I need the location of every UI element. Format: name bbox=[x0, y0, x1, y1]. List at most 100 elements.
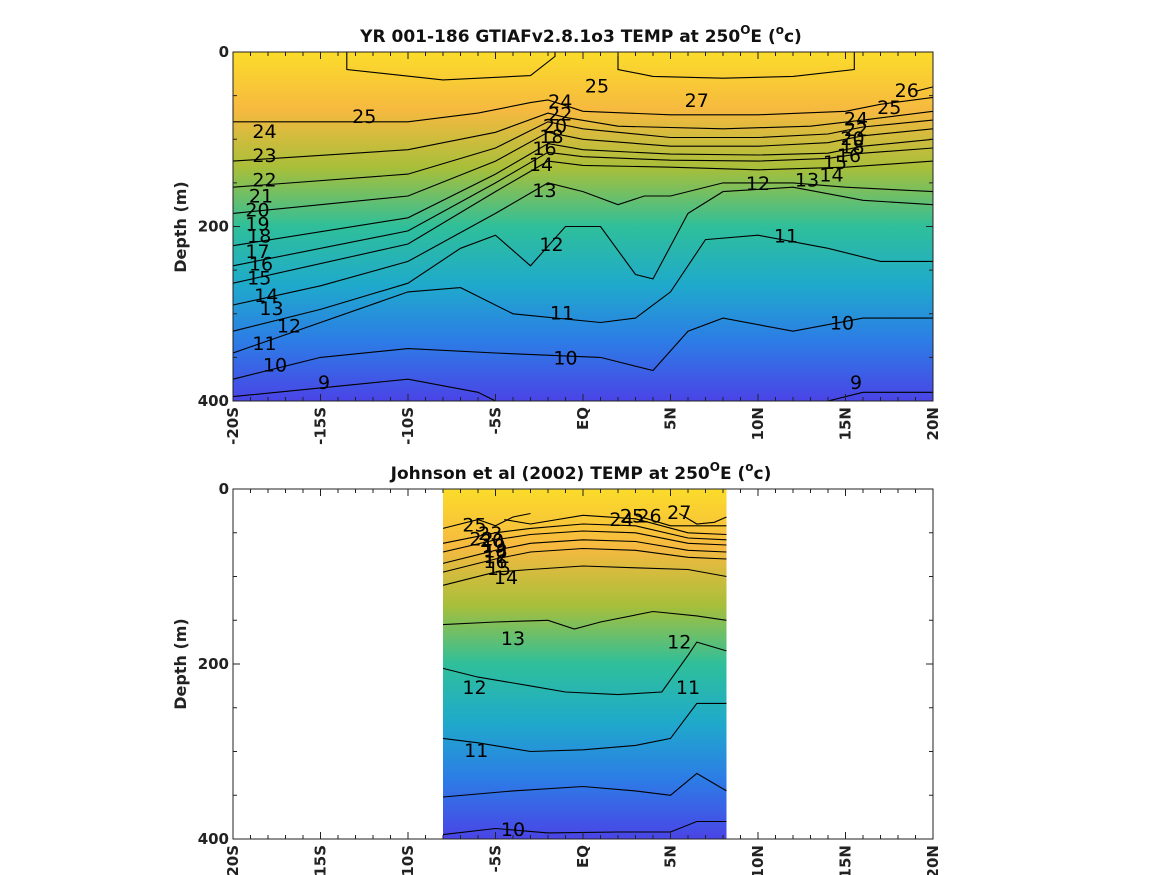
contour-label: 16 bbox=[249, 253, 273, 275]
contour-line-15 bbox=[442, 547, 727, 573]
contour-label: 26 bbox=[895, 80, 919, 102]
contour-line-26 bbox=[915, 86, 934, 92]
x-tick-label: 15N bbox=[837, 845, 855, 875]
contour-label: 25 bbox=[462, 514, 486, 536]
contour-label: 17 bbox=[245, 241, 269, 263]
contour-label: 10 bbox=[830, 313, 854, 335]
contour-line-9.5 bbox=[442, 820, 727, 836]
contour-line-22 bbox=[232, 110, 934, 162]
contour-label: 25 bbox=[352, 106, 376, 128]
y-tick-label: 200 bbox=[198, 218, 229, 236]
contour-line-18 bbox=[232, 128, 934, 214]
contour-label: 12 bbox=[462, 677, 486, 699]
contour-label: 15 bbox=[823, 152, 847, 174]
x-tick-label: 20N bbox=[924, 407, 942, 440]
x-tick-label: -20S bbox=[224, 407, 242, 445]
bottom-panel-title: Johnson et al (2002) TEMP at 250OE (oc) bbox=[390, 460, 772, 484]
x-tick-label: 20N bbox=[924, 845, 942, 875]
top-panel-title: YR 001-186 GTIAFv2.8.1o3 TEMP at 250OE (… bbox=[359, 23, 802, 47]
y-tick-label: 0 bbox=[219, 43, 229, 61]
x-tick-label: EQ bbox=[574, 407, 592, 430]
contour-label: 13 bbox=[259, 298, 283, 320]
contour-label: 11 bbox=[774, 225, 798, 247]
contour-label: 12 bbox=[277, 315, 301, 337]
bottom-panel-ylabel: Depth (m) bbox=[171, 618, 190, 710]
contour-line-26 bbox=[635, 514, 727, 527]
y-tick-label: 400 bbox=[198, 392, 229, 410]
contour-label: 11 bbox=[464, 740, 488, 762]
x-tick-label: EQ bbox=[574, 845, 592, 868]
contour-label: 24 bbox=[609, 509, 633, 531]
contour-label: 23 bbox=[478, 523, 502, 545]
contour-label: 24 bbox=[252, 121, 276, 143]
contour-line-9 bbox=[232, 378, 496, 402]
contour-line-27 bbox=[679, 513, 727, 525]
contour-label: 20 bbox=[840, 128, 864, 150]
contour-label: 16 bbox=[837, 145, 861, 167]
x-tick-label: -5S bbox=[487, 407, 505, 434]
contour-label: 10 bbox=[263, 355, 287, 377]
x-tick-label: -15S bbox=[312, 407, 330, 445]
contour-line-18 bbox=[442, 530, 727, 553]
x-tick-label: 10N bbox=[749, 845, 767, 875]
contour-line-20 bbox=[232, 119, 934, 188]
x-tick-label: -10S bbox=[399, 407, 417, 445]
contour-label: 22 bbox=[252, 170, 276, 192]
contour-line-22 bbox=[504, 514, 727, 536]
y-tick-label: 400 bbox=[198, 830, 229, 848]
x-tick-label: -15S bbox=[312, 845, 330, 875]
contour-label: 17 bbox=[483, 546, 507, 568]
contour-label: 19 bbox=[245, 213, 269, 235]
contour-line-13 bbox=[442, 610, 727, 630]
contour-label: 25 bbox=[877, 97, 901, 119]
contour-label: 25 bbox=[585, 75, 609, 97]
contour-label: 20 bbox=[245, 199, 269, 221]
contour-label: 27 bbox=[667, 502, 691, 524]
contour-label: 18 bbox=[483, 541, 507, 563]
x-tick-label: 15N bbox=[837, 407, 855, 440]
contour-label: 19 bbox=[482, 535, 506, 557]
contour-label: 27 bbox=[685, 90, 709, 112]
contour-label: 25 bbox=[620, 506, 644, 528]
contour-label: 22 bbox=[469, 528, 493, 550]
contour-label: 22 bbox=[844, 119, 868, 141]
contour-label: 13 bbox=[795, 170, 819, 192]
contour-label: 18 bbox=[840, 136, 864, 158]
contour-label: 12 bbox=[746, 173, 770, 195]
contour-label: 10 bbox=[553, 348, 577, 370]
contour-line-15 bbox=[232, 147, 934, 267]
x-tick-label: -20S bbox=[224, 845, 242, 875]
contour-label: 24 bbox=[548, 91, 572, 113]
contour-line-12 bbox=[232, 186, 934, 332]
x-tick-label: -10S bbox=[399, 845, 417, 875]
contour-label: 11 bbox=[252, 333, 276, 355]
contour-label: 10 bbox=[501, 819, 525, 841]
contour-label: 14 bbox=[254, 285, 278, 307]
contour-label: 9 bbox=[850, 372, 862, 394]
contour-line-24 bbox=[233, 96, 934, 123]
contour-line-25 bbox=[346, 52, 556, 81]
top-panel-ylabel: Depth (m) bbox=[171, 181, 190, 273]
contour-line-13 bbox=[232, 182, 934, 306]
contour-label: 21 bbox=[249, 185, 273, 207]
contour-label: 16 bbox=[532, 138, 556, 160]
contour-label: 15 bbox=[247, 267, 271, 289]
contour-label: 24 bbox=[844, 109, 868, 131]
contour-label: 16 bbox=[483, 551, 507, 573]
y-tick-label: 200 bbox=[198, 655, 229, 673]
x-tick-label: 5N bbox=[662, 845, 680, 868]
contour-label: 9 bbox=[318, 372, 330, 394]
contour-label: 12 bbox=[539, 234, 563, 256]
contour-label: 18 bbox=[539, 126, 563, 148]
contour-line-14 bbox=[442, 565, 727, 586]
contour-line-10 bbox=[232, 317, 933, 380]
contour-line-27 bbox=[617, 52, 855, 79]
contour-line-20 bbox=[442, 523, 727, 544]
contour-line-9 bbox=[827, 391, 933, 402]
x-tick-label: 10N bbox=[749, 407, 767, 440]
x-tick-label: -5S bbox=[487, 845, 505, 872]
contour-label: 11 bbox=[550, 302, 574, 324]
contour-label: 13 bbox=[501, 628, 525, 650]
contour-label: 22 bbox=[548, 103, 572, 125]
